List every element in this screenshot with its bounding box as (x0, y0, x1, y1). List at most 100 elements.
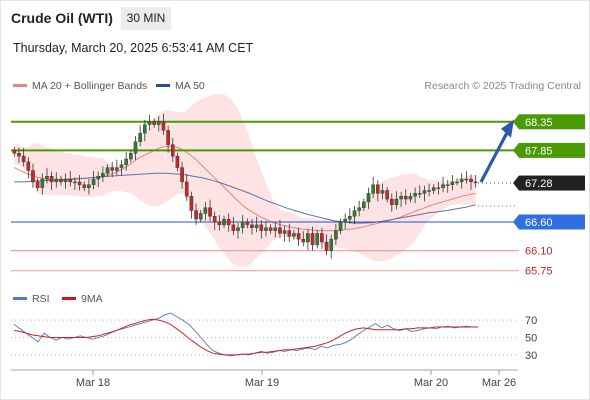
candle-body (268, 227, 273, 231)
candle-body (194, 210, 198, 220)
candle-body (315, 233, 320, 246)
rsi-swatch (13, 296, 27, 300)
candle-body (82, 184, 87, 188)
level-tag-67.28 (519, 175, 585, 191)
candle-body (87, 184, 91, 188)
candle-body (403, 196, 408, 200)
candle-body (343, 218, 347, 223)
candle-body (161, 121, 166, 131)
candle-body (334, 230, 338, 240)
candle-body (12, 150, 17, 154)
candle-body (208, 207, 212, 217)
rsi-tick-30: 30 (525, 350, 537, 362)
x-tick-label-3: Mar 26 (482, 377, 516, 389)
candle-body (250, 224, 254, 228)
level-tag-66.60 (519, 214, 585, 230)
candle-body (306, 233, 310, 243)
level-label-65.75: 65.75 (525, 266, 553, 278)
candle-body (362, 201, 366, 208)
level-label-66.10: 66.10 (525, 246, 553, 258)
candle-body (464, 178, 469, 181)
candle-body (278, 227, 282, 234)
candle-body (459, 178, 464, 183)
candle-body (129, 153, 133, 160)
candle-body (26, 161, 31, 171)
candle-body (385, 190, 389, 200)
candle-body (175, 155, 180, 168)
candle-body (96, 175, 101, 180)
candle-body (366, 193, 371, 203)
candle-body (203, 207, 208, 214)
candle-body (170, 144, 175, 157)
candle-body (296, 233, 301, 240)
candle-body (389, 198, 394, 206)
candle-body (273, 227, 278, 231)
candle-body (245, 221, 250, 226)
candle-body (189, 196, 194, 211)
candle-body (259, 224, 264, 231)
candle-body (31, 170, 35, 183)
candle-body (124, 158, 128, 165)
rsi-line (13, 312, 478, 357)
candle-body (287, 230, 292, 237)
candle-body (180, 167, 184, 183)
candle-body (91, 178, 96, 185)
ma20-swatch (13, 83, 27, 87)
candle-body (138, 133, 142, 143)
x-tick-label-1: Mar 19 (245, 377, 279, 389)
level-label-67.28: 67.28 (525, 178, 553, 190)
candle-body (59, 178, 63, 183)
level-tag-68.35 (519, 114, 585, 130)
candle-body (45, 175, 49, 180)
candle-body (133, 141, 138, 154)
projection-arrow-shaft (479, 132, 509, 183)
candle-body (147, 121, 152, 125)
candle-body (352, 210, 357, 217)
rsi-ma-swatch (62, 296, 76, 300)
candle-body (338, 221, 343, 231)
candle-body (469, 178, 473, 183)
rsi-ma-line (13, 318, 478, 356)
instrument-title: Crude Oil (WTI) (11, 10, 113, 26)
candle-body (376, 184, 380, 194)
candle-body (408, 196, 413, 200)
candle-body (17, 153, 21, 157)
level-label-67.85: 67.85 (525, 145, 553, 157)
level-tag-pointer-68.35 (513, 114, 519, 130)
x-tick-label-2: Mar 20 (414, 377, 448, 389)
legend-ma20: MA 20 + Bollinger Bands (13, 80, 147, 92)
candle-body (417, 193, 422, 195)
candle-body (143, 124, 147, 134)
candle-body (212, 216, 217, 223)
datetime-label: Thursday, March 20, 2025 6:53:41 AM CET (13, 41, 254, 55)
rsi-tick-70: 70 (525, 315, 537, 327)
candle-body (473, 181, 478, 184)
candle-body (427, 190, 431, 192)
candle-body (329, 238, 334, 251)
candle-body (77, 181, 82, 185)
candle-body (184, 181, 189, 197)
candle-body (450, 181, 455, 185)
candle-body (68, 178, 73, 183)
bollinger-band (14, 93, 476, 267)
candle-body (455, 181, 459, 184)
candle-body (422, 190, 427, 194)
timeframe-button[interactable]: 30 MIN (121, 7, 171, 30)
candle-body (357, 207, 361, 211)
candle-body (254, 224, 259, 228)
candle-body (35, 181, 40, 188)
candle-body (236, 227, 240, 231)
candle-body (40, 178, 45, 188)
candle-body (380, 190, 385, 194)
ma50-swatch (156, 83, 170, 87)
candle-body (394, 198, 399, 206)
candle-body (431, 187, 436, 191)
candle-body (152, 121, 156, 125)
level-tag-pointer-66.60 (513, 214, 519, 230)
candle-body (436, 187, 441, 189)
candle-body (292, 233, 296, 237)
candle-body (310, 233, 315, 246)
level-label-68.35: 68.35 (525, 117, 553, 129)
candle-body (63, 178, 68, 183)
ma50-line (14, 172, 476, 224)
